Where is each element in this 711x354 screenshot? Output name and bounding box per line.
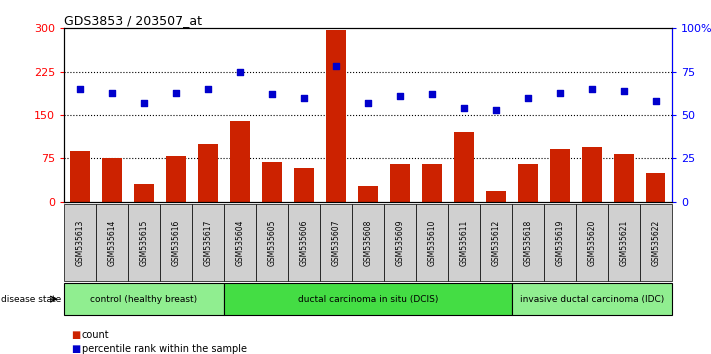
Point bbox=[427, 91, 438, 97]
Text: GSM535621: GSM535621 bbox=[619, 219, 629, 266]
Bar bbox=[134, 184, 154, 202]
Text: GSM535617: GSM535617 bbox=[203, 219, 213, 266]
Bar bbox=[102, 159, 122, 202]
Text: count: count bbox=[82, 330, 109, 339]
Point bbox=[458, 105, 469, 111]
Text: GSM535615: GSM535615 bbox=[139, 219, 149, 266]
Point bbox=[299, 95, 310, 101]
Text: invasive ductal carcinoma (IDC): invasive ductal carcinoma (IDC) bbox=[520, 295, 664, 304]
Text: percentile rank within the sample: percentile rank within the sample bbox=[82, 344, 247, 354]
Text: GSM535608: GSM535608 bbox=[363, 219, 373, 266]
Point bbox=[650, 98, 661, 104]
Text: ductal carcinoma in situ (DCIS): ductal carcinoma in situ (DCIS) bbox=[298, 295, 438, 304]
Point bbox=[234, 69, 246, 75]
Bar bbox=[614, 154, 634, 202]
Text: GSM535618: GSM535618 bbox=[523, 219, 533, 266]
Bar bbox=[646, 173, 665, 202]
Text: GDS3853 / 203507_at: GDS3853 / 203507_at bbox=[64, 14, 202, 27]
Text: GSM535619: GSM535619 bbox=[555, 219, 565, 266]
Text: GSM535614: GSM535614 bbox=[107, 219, 117, 266]
Text: GSM535609: GSM535609 bbox=[395, 219, 405, 266]
Text: GSM535611: GSM535611 bbox=[459, 219, 469, 266]
Text: GSM535612: GSM535612 bbox=[491, 219, 501, 266]
Text: ■: ■ bbox=[71, 344, 80, 354]
Bar bbox=[294, 168, 314, 202]
Text: GSM535610: GSM535610 bbox=[427, 219, 437, 266]
Bar bbox=[166, 155, 186, 202]
Point bbox=[586, 86, 597, 92]
Bar bbox=[454, 132, 474, 202]
Text: GSM535606: GSM535606 bbox=[299, 219, 309, 266]
Point bbox=[75, 86, 85, 92]
Point bbox=[618, 88, 630, 93]
Point bbox=[394, 93, 405, 99]
Point bbox=[170, 90, 181, 95]
Point bbox=[362, 100, 374, 106]
Point bbox=[202, 86, 213, 92]
Bar bbox=[358, 185, 378, 202]
Point bbox=[266, 91, 277, 97]
Text: GSM535616: GSM535616 bbox=[171, 219, 181, 266]
Point bbox=[330, 64, 341, 69]
Bar bbox=[326, 30, 346, 202]
Bar bbox=[422, 164, 442, 202]
Point bbox=[138, 100, 149, 106]
Text: GSM535607: GSM535607 bbox=[331, 219, 341, 266]
Point bbox=[554, 90, 565, 95]
Point bbox=[490, 107, 501, 113]
Bar bbox=[230, 121, 250, 202]
Text: GSM535622: GSM535622 bbox=[651, 219, 661, 266]
Bar bbox=[198, 144, 218, 202]
Text: GSM535620: GSM535620 bbox=[587, 219, 597, 266]
Point bbox=[106, 90, 117, 95]
Text: GSM535605: GSM535605 bbox=[267, 219, 277, 266]
Text: control (healthy breast): control (healthy breast) bbox=[90, 295, 198, 304]
Text: disease state: disease state bbox=[1, 295, 62, 304]
Text: GSM535604: GSM535604 bbox=[235, 219, 245, 266]
Bar bbox=[390, 164, 410, 202]
Bar bbox=[518, 164, 538, 202]
Text: ■: ■ bbox=[71, 330, 80, 339]
Bar bbox=[70, 151, 90, 202]
Text: GSM535613: GSM535613 bbox=[75, 219, 85, 266]
Point bbox=[522, 95, 533, 101]
Bar bbox=[262, 162, 282, 202]
Bar bbox=[486, 192, 506, 202]
Bar bbox=[582, 147, 602, 202]
Bar bbox=[550, 149, 570, 202]
